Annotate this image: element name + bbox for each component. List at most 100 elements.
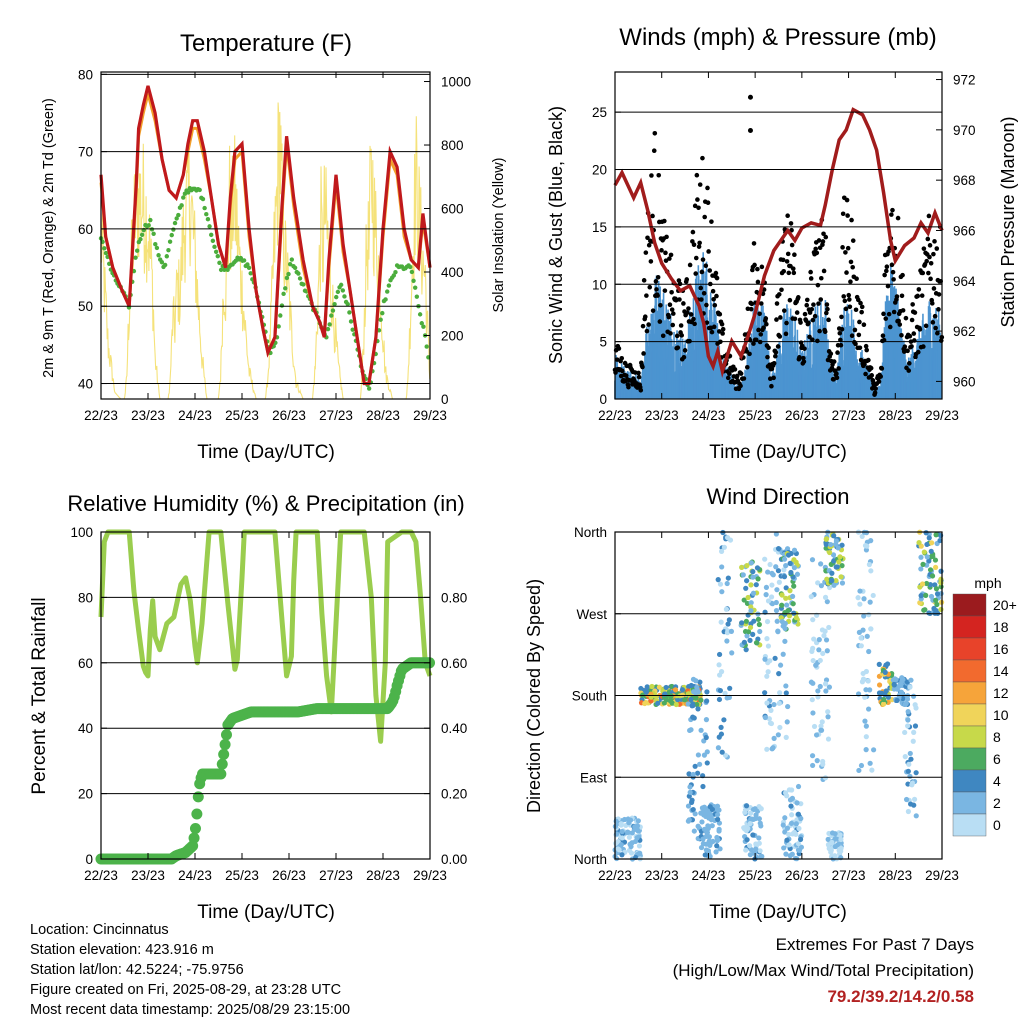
wind-direction-point	[923, 592, 929, 598]
wind-direction-point	[798, 815, 804, 822]
wind-direction-point	[748, 600, 754, 606]
wind-direction-point	[791, 547, 798, 553]
wind-direction-point	[795, 840, 802, 847]
wind-direction-point	[820, 758, 826, 765]
gust-point	[779, 287, 784, 293]
gust-point	[714, 293, 719, 299]
wind-direction-point	[685, 701, 691, 707]
dewpoint-point	[412, 285, 418, 290]
gust-point	[775, 344, 781, 349]
wind-direction-point	[831, 582, 837, 588]
wind-direction-point	[828, 541, 834, 548]
wind-direction-point	[876, 682, 883, 688]
wind-direction-point	[762, 656, 768, 662]
gust-point	[710, 288, 716, 294]
gust-point	[759, 264, 765, 270]
gust-point	[926, 270, 931, 276]
gust-point	[809, 306, 815, 312]
gust-point	[700, 155, 705, 161]
wind-direction-point	[856, 767, 862, 774]
wind-direction-point	[723, 606, 730, 612]
wind-direction-point	[699, 819, 705, 825]
wind-direction-point	[905, 808, 911, 815]
dewpoint-point	[283, 286, 288, 291]
wind-direction-point	[937, 537, 943, 544]
wind-direction-point	[705, 810, 711, 816]
gust-point	[652, 131, 658, 136]
gust-point	[790, 266, 796, 271]
wind-direction-point	[691, 689, 697, 695]
dewpoint-point	[276, 324, 281, 329]
wind-direction-point	[907, 750, 913, 757]
wind-direction-point	[747, 820, 753, 827]
gust-point	[777, 334, 783, 339]
temperature-panel: Temperature (F) 22/23 23/23 24/23 25/23 26/2…	[41, 30, 507, 463]
colorbar-swatch	[952, 813, 987, 837]
wind-direction-point	[790, 601, 796, 607]
gust-point	[933, 325, 938, 331]
y2-tick-label: 0.80	[441, 590, 467, 605]
wind-direction-point	[773, 599, 779, 606]
recent-data-text: Most recent data timestamp: 2025/08/29 2…	[30, 1002, 351, 1018]
gust-point	[880, 333, 886, 338]
wind-direction-point	[747, 843, 753, 849]
wind-direction-point	[773, 564, 779, 570]
gust-point	[707, 268, 713, 273]
gust-point	[616, 346, 622, 351]
humidity-precip-panel: Relative Humidity (%) & Precipitation (i…	[29, 491, 467, 923]
wind-direction-point	[780, 651, 786, 657]
gust-point	[919, 293, 925, 298]
colorbar-swatch	[952, 659, 987, 683]
wind-direction-point	[911, 802, 917, 808]
wind-direction-point	[690, 676, 697, 682]
wind-direction-point	[632, 838, 639, 845]
wind-direction-point	[764, 618, 771, 625]
wind-direction-point	[938, 606, 944, 613]
gust-point	[704, 302, 709, 308]
wind-direction-point	[838, 574, 844, 580]
wind-direction-point	[768, 594, 775, 600]
wind-direction-point	[765, 598, 772, 604]
temperature-title: Temperature (F)	[180, 30, 352, 57]
gust-point	[845, 245, 851, 251]
wind-direction-point	[836, 559, 842, 565]
gust-point	[816, 301, 821, 306]
gust-point	[705, 185, 710, 191]
wind-direction-point	[908, 756, 914, 762]
gust-point	[917, 327, 923, 332]
gust-point	[841, 294, 847, 299]
wind-direction-point	[715, 812, 721, 818]
latlon-text: Station lat/lon: 42.5224; -75.9756	[30, 962, 244, 978]
wind-direction-point	[743, 585, 749, 591]
wind-direction-point	[913, 770, 919, 776]
dewpoint-point	[297, 276, 303, 281]
wind-direction-point	[783, 585, 789, 591]
gust-point	[662, 218, 667, 224]
gust-point	[643, 250, 649, 255]
y-tick-label: 15	[592, 220, 607, 235]
gust-point	[668, 252, 674, 258]
wind-direction-point	[858, 635, 864, 641]
dewpoint-point	[202, 205, 207, 211]
wind-direction-point	[653, 693, 659, 700]
wind-direction-point	[816, 647, 822, 653]
wind-direction-point	[726, 617, 732, 623]
winds-axes: 22/23 23/23 24/23 25/23 26/23 27/23 28/23 29/23…	[592, 71, 976, 423]
wind-direction-point	[810, 762, 816, 769]
colorbar-label: 8	[993, 729, 1001, 745]
gust-point	[909, 317, 915, 323]
gust-outlier-point	[747, 128, 753, 134]
x-tick-label: 27/23	[832, 408, 866, 423]
gust-point	[843, 250, 848, 255]
wind-direction-point	[864, 543, 870, 549]
wind-direction-point	[902, 729, 908, 736]
wind-direction-point	[748, 582, 754, 588]
dewpoint-point	[332, 301, 337, 307]
x-tick-label: 22/23	[598, 868, 632, 883]
gust-point	[678, 323, 684, 328]
wind-direction-axes: 22/23 23/23 24/23 25/23 26/23 27/23 28/23 29/23…	[572, 525, 959, 883]
wind-direction-point	[775, 568, 782, 574]
dewpoint-point	[179, 203, 184, 208]
dewpoint-point	[329, 313, 334, 318]
gust-point	[657, 319, 663, 324]
